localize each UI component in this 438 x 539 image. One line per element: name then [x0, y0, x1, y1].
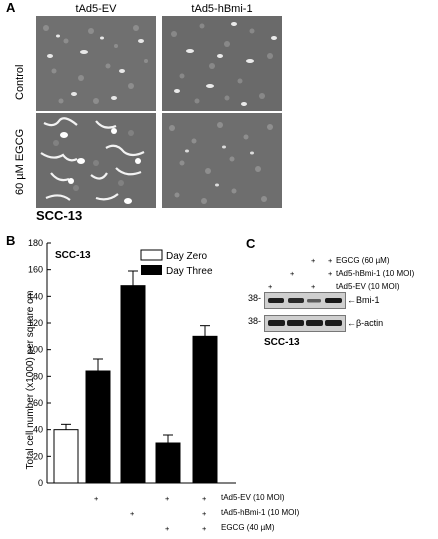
band-label-bmi1: ←Bmi-1 — [347, 295, 380, 305]
plus-c-2-2: + — [311, 282, 316, 291]
micrograph-ev-control — [36, 16, 156, 111]
panel-a-label: A — [6, 0, 16, 15]
legend-swatch-day-three — [141, 265, 162, 275]
plus-c-0-2: + — [311, 256, 316, 265]
band-marker-bmi1: 38- — [248, 293, 262, 303]
legend-label-day-zero: Day Zero — [166, 251, 208, 262]
y-tick-label: 180 — [28, 238, 43, 248]
micrograph-texture — [162, 16, 282, 111]
legend-swatch-day-zero — [140, 249, 163, 261]
plus-b-2-4: + — [202, 524, 207, 533]
y-tick-label: 0 — [38, 478, 43, 488]
y-tick-label: 80 — [33, 371, 43, 381]
plus-b-1-2: + — [130, 509, 135, 518]
y-tick-label: 120 — [28, 318, 43, 328]
micrograph-texture — [36, 113, 156, 208]
panel-a-cell-line: SCC-13 — [36, 208, 83, 223]
bar-3 — [155, 442, 181, 484]
y-tick-label: 140 — [28, 291, 43, 301]
panel-b-treatment-grid: + + + + + + + tAd5-EV (10 MOI) tAd5-hBmi… — [0, 492, 438, 539]
plus-c-2-0: + — [268, 282, 273, 291]
micrograph-ev-egcg — [36, 113, 156, 208]
micrograph-hbmi1-control — [162, 16, 282, 111]
y-tick-label: 40 — [33, 425, 43, 435]
bmi1-bands — [268, 298, 342, 303]
plus-c-0-3: + — [328, 256, 333, 265]
c-treatment-label-egcg: EGCG (60 µM) — [336, 256, 390, 265]
bar-2 — [120, 285, 146, 484]
c-treatment-label-tad5-ev: tAd5-EV (10 MOI) — [336, 282, 400, 291]
micrograph-hbmi1-egcg — [162, 113, 282, 208]
legend-label-day-three: Day Three — [166, 266, 213, 277]
legend: Day Zero Day Three — [140, 249, 213, 277]
plus-b-2-3: + — [165, 524, 170, 533]
band-label-actin: ←β-actin — [347, 318, 384, 328]
blot-bmi1 — [264, 292, 346, 309]
panel-c-cell-line: SCC-13 — [264, 337, 300, 348]
bar-chart: SCC-13 0 20 40 60 80 100 120 140 160 180 Day Zero… — [28, 238, 236, 488]
column-label-tad5-ev: tAd5-EV — [75, 3, 117, 15]
plus-c-1-3: + — [328, 269, 333, 278]
y-tick-label: 100 — [28, 345, 43, 355]
panel-b-label: B — [6, 233, 16, 248]
y-tick-label: 60 — [33, 398, 43, 408]
panel-c-label: C — [246, 236, 256, 251]
micrograph-texture — [36, 16, 156, 111]
row-label-control: Control — [14, 64, 26, 100]
treatment-label-egcg: EGCG (40 µM) — [221, 523, 275, 532]
blot-actin — [264, 315, 346, 332]
bar-0 — [53, 429, 79, 484]
plus-b-1-4: + — [202, 509, 207, 518]
band-marker-actin: 38- — [248, 316, 262, 326]
plus-c-1-1: + — [290, 269, 295, 278]
bar-1 — [85, 370, 111, 484]
plus-b-0-3: + — [165, 494, 170, 503]
row-label-egcg: 60 µM EGCG — [14, 128, 26, 195]
c-treatment-label-tad5-hbmi1: tAd5-hBmi-1 (10 MOI) — [336, 269, 415, 278]
treatment-label-tad5-hbmi1: tAd5-hBmi-1 (10 MOI) — [221, 508, 300, 517]
micrograph-texture — [162, 113, 282, 208]
y-tick-label: 20 — [33, 451, 43, 461]
plus-b-0-1: + — [94, 494, 99, 503]
chart-title: SCC-13 — [55, 250, 91, 261]
column-label-tad5-hbmi-1: tAd5-hBmi-1 — [191, 3, 253, 15]
plus-b-0-4: + — [202, 494, 207, 503]
actin-bands — [268, 320, 342, 326]
y-tick-label: 160 — [28, 265, 43, 275]
treatment-label-tad5-ev: tAd5-EV (10 MOI) — [221, 493, 285, 502]
bar-4 — [192, 335, 218, 484]
